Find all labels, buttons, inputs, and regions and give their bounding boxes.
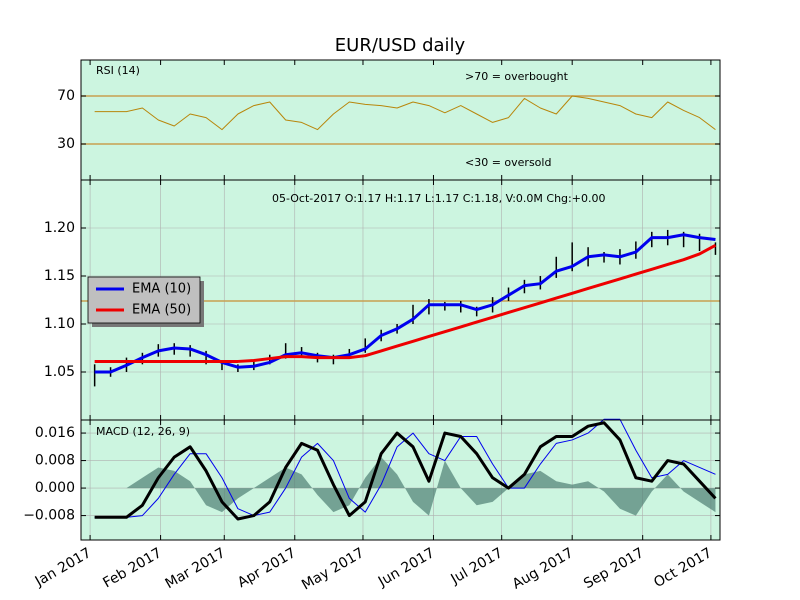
x-tick-label: Apr 2017 [235,545,299,591]
legend-label: EMA (10) [132,282,191,297]
annotation: 05-Oct-2017 O:1.17 H:1.17 L:1.17 C:1.18,… [272,192,605,205]
legend-label: EMA (50) [132,303,191,318]
y-tick-label: 0.008 [35,453,75,469]
panel-background [81,60,720,180]
y-tick-label: 70 [57,88,75,104]
y-tick-label: 1.15 [44,268,75,284]
panel-label: RSI (14) [96,64,140,77]
x-tick-label: Aug 2017 [510,545,576,593]
plot-marks: EMA (10) EMA (50) [87,95,717,521]
y-tick-label: 30 [57,136,75,152]
series-line [94,421,717,521]
chart-title: EUR/USD daily [335,35,466,56]
annotation: <30 = oversold [465,156,551,169]
y-tick-label: 1.05 [44,364,75,380]
x-tick-label: Jan 2017 [32,545,94,590]
x-tick-label: Jun 2017 [375,545,438,590]
series-line [94,95,716,131]
x-tick-label: Jul 2017 [447,545,505,588]
y-tick-label: 0.016 [35,425,75,441]
x-tick-label: May 2017 [299,545,367,593]
legend-box [87,276,201,324]
histogram-area [94,457,716,516]
y-tick-label: 0.000 [35,480,75,496]
series-line [94,243,717,363]
y-tick-label: 1.10 [44,316,75,332]
y-tick-label: −0.008 [23,508,75,524]
x-tick-label: Mar 2017 [163,545,229,592]
panel-label: MACD (12, 26, 9) [96,425,190,438]
y-tick-label: 1.20 [44,220,75,236]
series-line [94,233,716,374]
x-tick-label: Feb 2017 [100,545,164,591]
annotation: >70 = overbought [465,70,569,83]
x-tick-label: Sep 2017 [581,545,647,592]
x-tick-label: Oct 2017 [651,545,715,591]
panel-frame [80,419,721,541]
